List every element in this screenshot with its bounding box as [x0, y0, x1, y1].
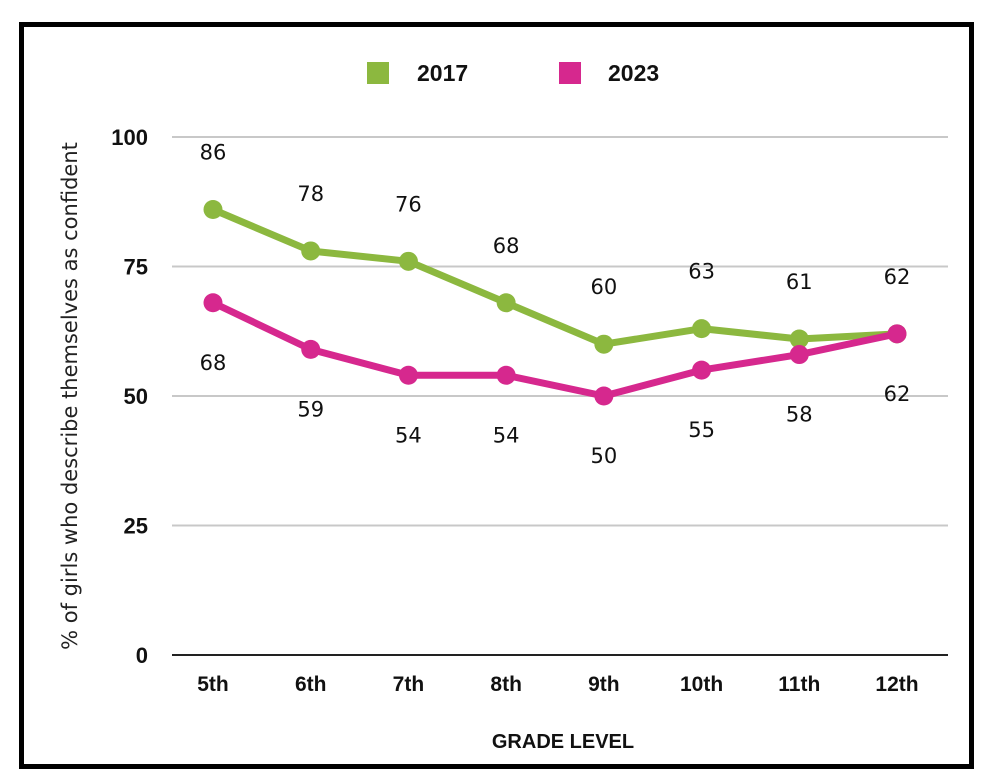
x-tick-label: 12th [875, 673, 918, 696]
y-axis-ticks: 0 25 50 75 100 [111, 125, 148, 668]
data-point-2023 [398, 365, 418, 385]
x-tick-label: 11th [778, 673, 820, 696]
x-axis-ticks: 5th 6th 7th 8th 9th 10th 11th 12th [197, 673, 918, 696]
data-label-2023: 50 [590, 444, 617, 468]
line-chart: 2017 2023 0 25 50 75 100 5th 6th 7th 8th 9th 10th… [58, 60, 948, 753]
data-label-2023: 58 [786, 403, 813, 427]
data-labels: 86 78 76 68 60 63 61 62 68 59 54 54 50 55 58 62 [200, 141, 911, 468]
data-point-2017 [301, 241, 321, 261]
legend-swatch-2017 [367, 62, 389, 84]
y-tick-label: 100 [111, 125, 148, 150]
x-tick-label: 6th [295, 673, 327, 696]
data-point-2023 [496, 365, 516, 385]
data-point-2017 [203, 200, 223, 220]
data-point-2023 [594, 386, 614, 406]
y-axis-title: % of girls who describe themselves as co… [58, 142, 82, 650]
data-label-2023: 54 [493, 423, 520, 447]
data-point-2023 [692, 360, 712, 380]
data-label-2017: 68 [493, 234, 520, 258]
data-label-2017: 63 [688, 260, 715, 284]
data-label-2023: 59 [297, 397, 324, 421]
data-point-2023 [789, 345, 809, 365]
data-label-2023: 68 [200, 351, 227, 375]
y-tick-label: 0 [136, 643, 148, 668]
data-point-2023 [301, 339, 321, 359]
x-tick-label: 8th [490, 673, 522, 696]
x-tick-label: 9th [588, 673, 620, 696]
x-tick-label: 5th [197, 673, 229, 696]
series-layer [203, 200, 907, 406]
series-line-2017 [209, 206, 901, 348]
data-label-2023: 62 [884, 382, 911, 406]
x-tick-label: 10th [680, 673, 723, 696]
y-tick-label: 50 [124, 384, 148, 409]
x-axis-title: GRADE LEVEL [492, 731, 634, 753]
data-label-2017: 78 [297, 182, 324, 206]
y-tick-label: 75 [124, 255, 148, 280]
y-tick-label: 25 [124, 514, 148, 539]
data-point-2023 [887, 324, 907, 344]
data-point-2017 [692, 319, 712, 339]
data-label-2017: 86 [200, 141, 227, 165]
legend-label-2023: 2023 [608, 60, 659, 86]
gridlines [172, 136, 948, 656]
data-label-2017: 61 [786, 270, 813, 294]
data-label-2023: 55 [688, 418, 715, 442]
data-point-2017 [789, 329, 809, 349]
x-tick-label: 7th [393, 673, 425, 696]
series-line-2023 [209, 299, 901, 400]
data-point-2017 [594, 334, 614, 354]
legend-label-2017: 2017 [417, 60, 468, 86]
data-label-2017: 62 [884, 265, 911, 289]
data-label-2023: 54 [395, 423, 422, 447]
data-point-2017 [496, 293, 516, 313]
data-point-2023 [203, 293, 223, 313]
legend: 2017 2023 [367, 60, 659, 86]
data-label-2017: 76 [395, 192, 422, 216]
data-label-2017: 60 [590, 275, 617, 299]
chart-frame: 2017 2023 0 25 50 75 100 5th 6th 7th 8th 9th 10th… [19, 22, 974, 769]
legend-swatch-2023 [559, 62, 581, 84]
data-point-2017 [398, 251, 418, 271]
